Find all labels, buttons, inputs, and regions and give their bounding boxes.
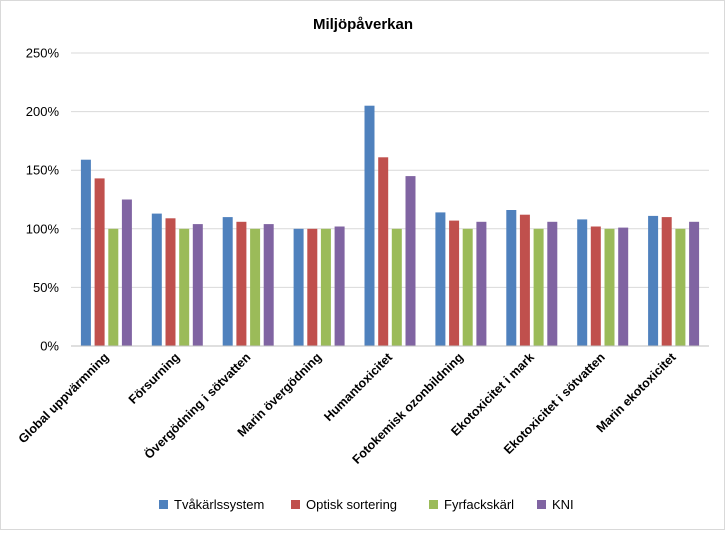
bar [250,228,261,346]
y-tick-label: 50% [33,280,59,295]
legend-swatch [291,500,300,509]
bar [577,219,588,346]
y-tick-label: 0% [40,339,59,354]
bar [391,228,402,346]
y-tick-label: 100% [26,221,60,236]
bar [675,228,686,346]
bar [689,221,700,346]
bar [547,221,558,346]
chart-title: Miljöpåverkan [313,16,413,33]
bar [165,218,176,346]
bar [618,227,629,346]
x-category-label: Global uppvärmning [16,350,112,446]
bar [462,228,473,346]
x-category-label: Marin ekotoxicitet [594,350,680,436]
bars [80,105,700,346]
bar [192,224,203,346]
bar [604,228,615,346]
legend-label: Tvåkärlssystem [174,497,264,512]
bar [151,213,162,346]
bar [661,217,672,346]
legend-label: KNI [552,497,574,512]
legend-swatch [159,500,168,509]
bar [334,226,345,346]
legend: Tvåkärlssystem Optisk sortering Fyrfackskä… [159,497,574,512]
y-tick-label: 150% [26,163,60,178]
bar [236,221,247,346]
bar [108,228,119,346]
bar [590,226,601,346]
legend-label: Optisk sortering [306,497,397,512]
x-category-label: Försurning [126,350,183,407]
bar [80,159,91,346]
bar [307,228,318,346]
bar [94,178,105,346]
bar [364,105,375,346]
bar [533,228,544,346]
category-labels: Global uppvärmning FörsurningÖvergödning … [16,350,680,467]
bar [222,217,233,346]
y-tick-label: 200% [26,104,60,119]
bar [320,228,331,346]
legend-swatch [537,500,546,509]
legend-swatch [429,500,438,509]
bar [293,228,304,346]
x-category-label: Humantoxicitet [321,350,395,424]
bar [121,199,132,346]
bar [476,221,487,346]
bar [378,157,389,346]
bar [449,220,460,346]
legend-label: Fyrfackskärl [444,497,514,512]
bar [405,176,416,346]
bar [648,215,659,346]
y-tick-label: 250% [26,46,60,61]
bar [263,224,274,346]
gridlines [71,52,709,288]
bar [519,214,530,346]
bar [435,212,446,346]
bar [179,228,190,346]
y-axis-ticks: 0% 50% 100% 150% 200% 250% [26,46,60,354]
bar [506,210,517,346]
